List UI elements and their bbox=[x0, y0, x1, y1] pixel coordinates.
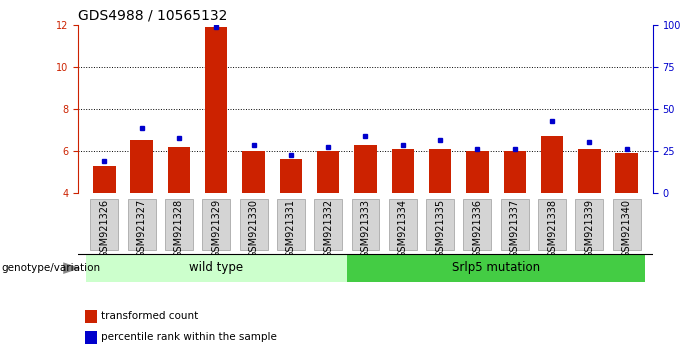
FancyBboxPatch shape bbox=[90, 199, 118, 250]
Bar bbox=[466, 151, 489, 193]
Bar bbox=[279, 159, 302, 193]
Text: GSM921328: GSM921328 bbox=[174, 199, 184, 258]
Text: Srlp5 mutation: Srlp5 mutation bbox=[452, 261, 540, 274]
Text: GSM921332: GSM921332 bbox=[323, 199, 333, 258]
FancyBboxPatch shape bbox=[86, 255, 347, 282]
Text: GSM921327: GSM921327 bbox=[137, 199, 147, 258]
Text: GSM921331: GSM921331 bbox=[286, 199, 296, 258]
Bar bbox=[168, 147, 190, 193]
Polygon shape bbox=[63, 262, 80, 274]
Text: GSM921340: GSM921340 bbox=[622, 199, 632, 258]
Text: GSM921329: GSM921329 bbox=[211, 199, 221, 258]
Bar bbox=[354, 144, 377, 193]
FancyBboxPatch shape bbox=[575, 199, 603, 250]
Bar bbox=[615, 153, 638, 193]
FancyBboxPatch shape bbox=[613, 199, 641, 250]
Bar bbox=[578, 149, 600, 193]
FancyBboxPatch shape bbox=[389, 199, 417, 250]
Bar bbox=[131, 141, 153, 193]
FancyBboxPatch shape bbox=[352, 199, 379, 250]
Text: GSM921335: GSM921335 bbox=[435, 199, 445, 258]
Text: genotype/variation: genotype/variation bbox=[1, 263, 101, 273]
Bar bbox=[541, 136, 563, 193]
Text: GSM921338: GSM921338 bbox=[547, 199, 557, 258]
Text: GSM921333: GSM921333 bbox=[360, 199, 371, 258]
FancyBboxPatch shape bbox=[464, 199, 492, 250]
Text: GSM921339: GSM921339 bbox=[584, 199, 594, 258]
Bar bbox=[205, 27, 227, 193]
Text: GSM921336: GSM921336 bbox=[473, 199, 482, 258]
FancyBboxPatch shape bbox=[500, 199, 529, 250]
Text: GSM921326: GSM921326 bbox=[99, 199, 109, 258]
FancyBboxPatch shape bbox=[128, 199, 156, 250]
FancyBboxPatch shape bbox=[239, 199, 267, 250]
Text: GDS4988 / 10565132: GDS4988 / 10565132 bbox=[78, 8, 228, 22]
Bar bbox=[93, 166, 116, 193]
Text: wild type: wild type bbox=[189, 261, 243, 274]
Bar bbox=[85, 331, 97, 343]
FancyBboxPatch shape bbox=[202, 199, 231, 250]
FancyBboxPatch shape bbox=[314, 199, 342, 250]
Bar bbox=[429, 149, 452, 193]
Bar bbox=[504, 151, 526, 193]
Text: GSM921337: GSM921337 bbox=[510, 199, 520, 258]
Text: GSM921334: GSM921334 bbox=[398, 199, 408, 258]
FancyBboxPatch shape bbox=[426, 199, 454, 250]
FancyBboxPatch shape bbox=[277, 199, 305, 250]
Bar bbox=[85, 310, 97, 323]
Text: transformed count: transformed count bbox=[101, 312, 199, 321]
FancyBboxPatch shape bbox=[347, 255, 645, 282]
Bar bbox=[392, 149, 414, 193]
Text: GSM921330: GSM921330 bbox=[249, 199, 258, 258]
FancyBboxPatch shape bbox=[165, 199, 193, 250]
Bar bbox=[242, 151, 265, 193]
Text: percentile rank within the sample: percentile rank within the sample bbox=[101, 332, 277, 342]
Bar bbox=[317, 151, 339, 193]
FancyBboxPatch shape bbox=[538, 199, 566, 250]
